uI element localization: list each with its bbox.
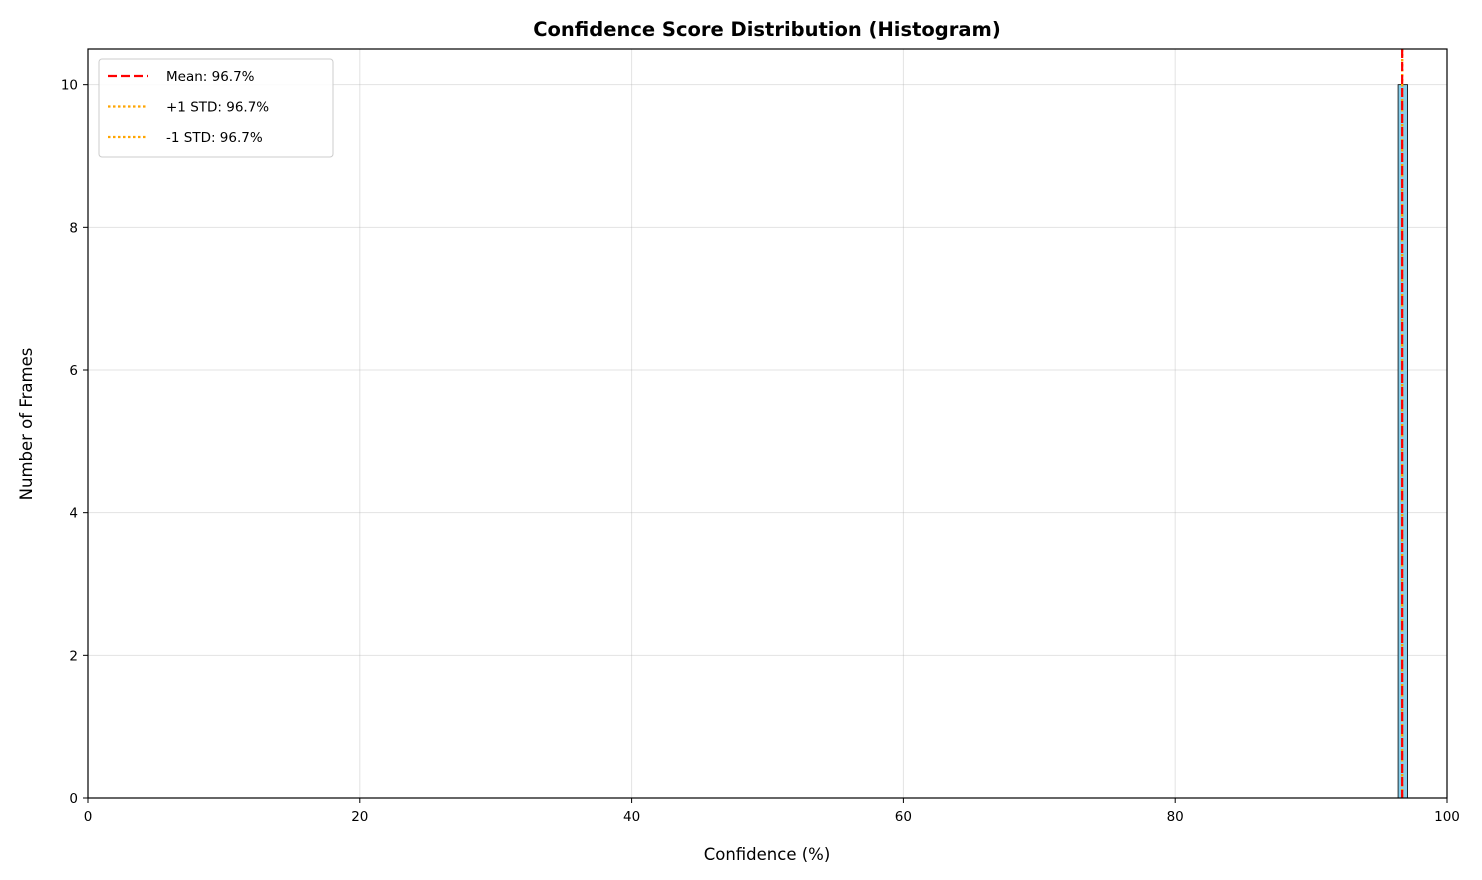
x-axis-ticks: 0 20 40 60 80 100 [84,798,1460,825]
y-tick-label: 6 [69,363,78,379]
x-tick-label: 100 [1434,809,1460,825]
y-tick-label: 0 [69,791,78,807]
y-tick-label: 8 [69,220,78,236]
legend: Mean: 96.7% +1 STD: 96.7% -1 STD: 96.7% [98,58,334,158]
legend-entry-label: -1 STD: 96.7% [166,130,263,146]
grid-lines [87,49,1448,799]
legend-box [98,58,334,158]
x-tick-label: 20 [351,809,368,825]
x-tick-label: 60 [895,809,912,825]
y-axis-label: Number of Frames [17,348,36,501]
y-tick-label: 2 [69,648,78,664]
chart-title: Confidence Score Distribution (Histogram… [533,18,1001,41]
legend-entry-label: +1 STD: 96.7% [166,100,269,116]
x-axis-label: Confidence (%) [704,845,831,864]
legend-entry-label: Mean: 96.7% [166,69,255,85]
y-tick-label: 4 [69,506,78,522]
plot-frame [87,48,1448,799]
x-tick-label: 80 [1167,809,1184,825]
x-tick-label: 0 [84,809,93,825]
x-tick-label: 40 [623,809,640,825]
y-axis-ticks: 0 2 4 6 8 10 [61,78,88,807]
y-tick-label: 10 [61,78,78,94]
